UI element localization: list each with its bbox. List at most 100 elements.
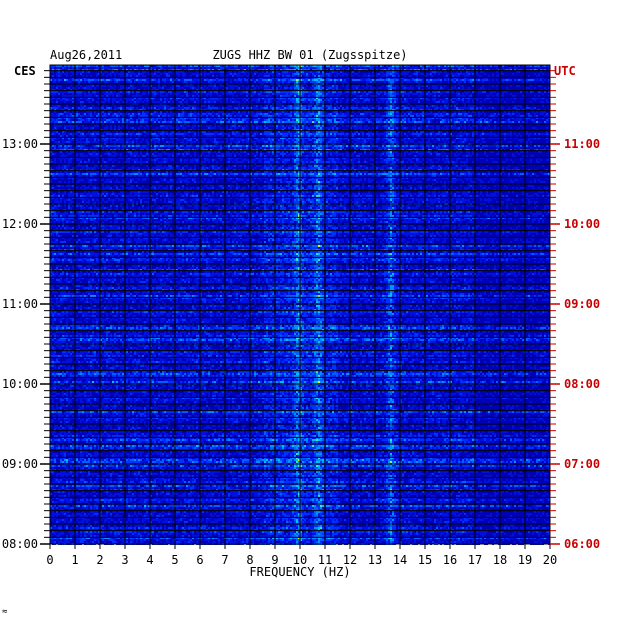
spectrogram-cell: [422, 111, 424, 113]
spectrogram-cell: [244, 115, 246, 117]
spectrogram-cell: [120, 87, 122, 89]
spectrogram-cell: [154, 91, 156, 93]
spectrogram-cell: [292, 121, 294, 123]
spectrogram-cell: [296, 105, 298, 107]
spectrogram-cell: [328, 95, 330, 97]
spectrogram-cell: [522, 121, 524, 123]
spectrogram-cell: [234, 85, 236, 87]
spectrogram-cell: [396, 99, 398, 101]
spectrogram-cell: [94, 121, 96, 123]
spectrogram-cell: [154, 93, 156, 95]
spectrogram-cell: [386, 101, 388, 103]
spectrogram-cell: [70, 81, 72, 83]
spectrogram-cell: [284, 93, 286, 95]
spectrogram-cell: [140, 113, 142, 115]
spectrogram-cell: [326, 79, 328, 81]
spectrogram-cell: [280, 119, 282, 121]
spectrogram-cell: [390, 81, 392, 83]
spectrogram-cell: [342, 73, 344, 75]
spectrogram-cell: [330, 75, 332, 77]
spectrogram-cell: [426, 107, 428, 109]
spectrogram-cell: [178, 105, 180, 107]
spectrogram-cell: [152, 99, 154, 101]
spectrogram-cell: [266, 107, 268, 109]
spectrogram-cell: [186, 95, 188, 97]
spectrogram-cell: [534, 119, 536, 121]
spectrogram-cell: [142, 71, 144, 73]
spectrogram-cell: [130, 121, 132, 123]
spectrogram-cell: [266, 113, 268, 115]
spectrogram-cell: [192, 113, 194, 115]
spectrogram-cell: [464, 81, 466, 83]
spectrogram-cell: [134, 95, 136, 97]
spectrogram-cell: [158, 71, 160, 73]
spectrogram-cell: [388, 101, 390, 103]
spectrogram-cell: [270, 71, 272, 73]
spectrogram-cell: [542, 81, 544, 83]
spectrogram-cell: [172, 119, 174, 121]
spectrogram-cell: [180, 121, 182, 123]
spectrogram-cell: [528, 87, 530, 89]
spectrogram-cell: [462, 101, 464, 103]
spectrogram-cell: [502, 91, 504, 93]
spectrogram-cell: [432, 91, 434, 93]
spectrogram-cell: [380, 79, 382, 81]
spectrogram-cell: [394, 99, 396, 101]
spectrogram-cell: [156, 93, 158, 95]
spectrogram-cell: [54, 91, 56, 93]
spectrogram-cell: [490, 91, 492, 93]
spectrogram-cell: [416, 67, 418, 69]
spectrogram-cell: [514, 105, 516, 107]
spectrogram-cell: [60, 113, 62, 115]
spectrogram-cell: [472, 107, 474, 109]
spectrogram-cell: [238, 111, 240, 113]
spectrogram-cell: [192, 73, 194, 75]
spectrogram-cell: [278, 71, 280, 73]
spectrogram-cell: [114, 113, 116, 115]
spectrogram-cell: [144, 113, 146, 115]
spectrogram-cell: [282, 119, 284, 121]
spectrogram-cell: [258, 121, 260, 123]
spectrogram-cell: [330, 91, 332, 93]
spectrogram-cell: [294, 75, 296, 77]
spectrogram-cell: [316, 71, 318, 73]
spectrogram-cell: [66, 79, 68, 81]
spectrogram-cell: [396, 93, 398, 95]
spectrogram-cell: [346, 95, 348, 97]
spectrogram-cell: [522, 79, 524, 81]
spectrogram-cell: [442, 101, 444, 103]
spectrogram-cell: [514, 113, 516, 115]
spectrogram-cell: [58, 115, 60, 117]
spectrogram-cell: [254, 107, 256, 109]
spectrogram-cell: [460, 119, 462, 121]
spectrogram-cell: [288, 75, 290, 77]
spectrogram-cell: [522, 81, 524, 83]
spectrogram-cell: [246, 71, 248, 73]
spectrogram-cell: [94, 111, 96, 113]
spectrogram-cell: [310, 91, 312, 93]
spectrogram-cell: [58, 81, 60, 83]
spectrogram-cell: [390, 119, 392, 121]
spectrogram-cell: [440, 107, 442, 109]
spectrogram-cell: [454, 101, 456, 103]
spectrogram-cell: [378, 93, 380, 95]
spectrogram-cell: [114, 105, 116, 107]
spectrogram-cell: [406, 99, 408, 101]
spectrogram-cell: [386, 75, 388, 77]
spectrogram-cell: [408, 121, 410, 123]
spectrogram-cell: [458, 113, 460, 115]
spectrogram-cell: [316, 73, 318, 75]
spectrogram-cell: [230, 93, 232, 95]
spectrogram-cell: [532, 79, 534, 81]
spectrogram-cell: [392, 111, 394, 113]
spectrogram-cell: [110, 75, 112, 77]
spectrogram-cell: [376, 113, 378, 115]
spectrogram-cell: [430, 121, 432, 123]
spectrogram-cell: [70, 121, 72, 123]
spectrogram-cell: [326, 87, 328, 89]
spectrogram-cell: [278, 121, 280, 123]
spectrogram-cell: [226, 91, 228, 93]
spectrogram-cell: [272, 71, 274, 73]
spectrogram-cell: [444, 105, 446, 107]
spectrogram-cell: [282, 107, 284, 109]
